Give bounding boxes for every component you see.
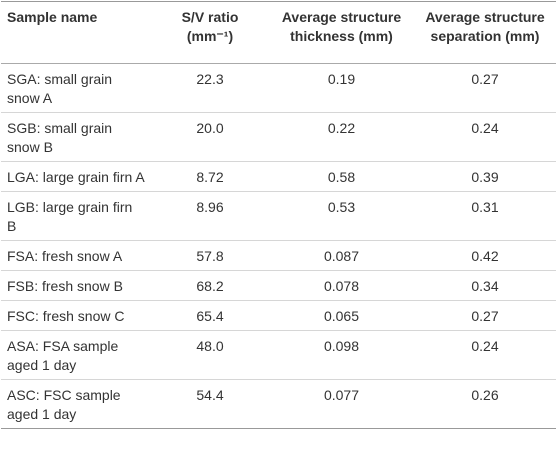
header-cell: S/V ratio (mm⁻¹) — [151, 1, 269, 64]
value-cell: 8.96 — [151, 191, 269, 241]
table-row: SGA: small grain snow A 22.3 0.19 0.27 — [1, 63, 556, 113]
table-row: ASC: FSC sample aged 1 day 54.4 0.077 0.26 — [1, 379, 556, 429]
value-cell: 0.58 — [269, 161, 414, 192]
sample-name: SGB: small grain snow B — [1, 112, 151, 162]
header-row: Sample name S/V ratio (mm⁻¹) Average struc… — [1, 1, 556, 64]
value-cell: 0.31 — [414, 191, 556, 241]
sample-name: SGA: small grain snow A — [1, 63, 151, 113]
value-cell: 48.0 — [151, 330, 269, 380]
value-cell: 0.087 — [269, 240, 414, 271]
data-table: Sample name S/V ratio (mm⁻¹) Average struc… — [1, 1, 556, 429]
sample-name: FSC: fresh snow C — [1, 300, 151, 331]
value-cell: 22.3 — [151, 63, 269, 113]
table-row: FSB: fresh snow B 68.2 0.078 0.34 — [1, 270, 556, 301]
header-cell: Sample name — [1, 1, 151, 64]
value-cell: 54.4 — [151, 379, 269, 429]
value-cell: 0.39 — [414, 161, 556, 192]
value-cell: 8.72 — [151, 161, 269, 192]
sample-name: ASA: FSA sample aged 1 day — [1, 330, 151, 380]
value-cell: 0.078 — [269, 270, 414, 301]
table-row: LGB: large grain firn B 8.96 0.53 0.31 — [1, 191, 556, 241]
value-cell: 65.4 — [151, 300, 269, 331]
sample-name: ASC: FSC sample aged 1 day — [1, 379, 151, 429]
value-cell: 57.8 — [151, 240, 269, 271]
value-cell: 0.19 — [269, 63, 414, 113]
table-body: SGA: small grain snow A 22.3 0.19 0.27 SGB: … — [1, 63, 556, 429]
value-cell: 0.24 — [414, 112, 556, 162]
header-cell: Average structure thickness (mm) — [269, 1, 414, 64]
value-cell: 68.2 — [151, 270, 269, 301]
header-cell: Average structure separation (mm) — [414, 1, 556, 64]
value-cell: 0.22 — [269, 112, 414, 162]
table-row: SGB: small grain snow B 20.0 0.22 0.24 — [1, 112, 556, 162]
value-cell: 0.27 — [414, 63, 556, 113]
value-cell: 0.077 — [269, 379, 414, 429]
table-row: FSA: fresh snow A 57.8 0.087 0.42 — [1, 240, 556, 271]
value-cell: 0.098 — [269, 330, 414, 380]
sample-name: LGB: large grain firn B — [1, 191, 151, 241]
value-cell: 0.26 — [414, 379, 556, 429]
value-cell: 0.53 — [269, 191, 414, 241]
table-row: LGA: large grain firn A 8.72 0.58 0.39 — [1, 161, 556, 192]
table-row: ASA: FSA sample aged 1 day 48.0 0.098 0.24 — [1, 330, 556, 380]
sample-name: LGA: large grain firn A — [1, 161, 151, 192]
value-cell: 0.27 — [414, 300, 556, 331]
value-cell: 20.0 — [151, 112, 269, 162]
value-cell: 0.065 — [269, 300, 414, 331]
value-cell: 0.42 — [414, 240, 556, 271]
value-cell: 0.24 — [414, 330, 556, 380]
sample-name: FSB: fresh snow B — [1, 270, 151, 301]
value-cell: 0.34 — [414, 270, 556, 301]
sample-name: FSA: fresh snow A — [1, 240, 151, 271]
table-row: FSC: fresh snow C 65.4 0.065 0.27 — [1, 300, 556, 331]
